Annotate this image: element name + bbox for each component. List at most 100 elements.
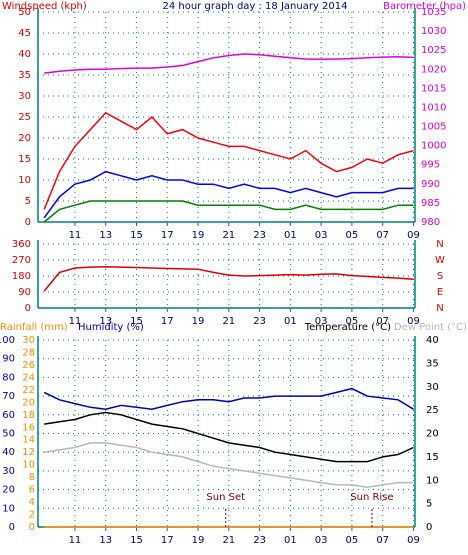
x-tick-label: 03 xyxy=(315,316,328,327)
series-line xyxy=(43,266,414,292)
y2-tick-label: 985 xyxy=(421,198,440,209)
y-tick-label: 10 xyxy=(18,175,31,186)
x-tick-label: 01 xyxy=(284,535,297,546)
y3-tick-label: 26 xyxy=(22,360,35,371)
y-tick-label: 270 xyxy=(12,255,31,266)
y2-tick-label: E xyxy=(437,287,443,298)
y3-tick-label: 12 xyxy=(22,447,35,458)
x-tick-label: 09 xyxy=(407,535,420,546)
x-tick-label: 13 xyxy=(99,535,112,546)
x-tick-label: 05 xyxy=(346,230,359,241)
x-tick-label: 11 xyxy=(69,230,82,241)
y2-tick-label: 1015 xyxy=(421,83,446,94)
y2-tick-label: W xyxy=(435,255,445,266)
y-tick-label: 5 xyxy=(25,196,31,207)
y2-tick-label: 20 xyxy=(426,429,439,440)
y2-tick-label: 1000 xyxy=(421,141,446,152)
y3-tick-label: 24 xyxy=(22,372,35,383)
y3-tick-label: 8 xyxy=(29,472,35,483)
x-tick-label: 17 xyxy=(161,230,174,241)
y-tick-label: 100 xyxy=(0,335,15,346)
x-tick-label: 17 xyxy=(161,535,174,546)
x-tick-label: 15 xyxy=(130,230,143,241)
series-line xyxy=(44,442,414,489)
y-tick-label: 40 xyxy=(2,447,15,458)
y2-tick-label: 10 xyxy=(426,475,439,486)
barometer-axis-label: Barometer (hpa) xyxy=(383,1,466,12)
y2-tick-label: 5 xyxy=(426,499,432,510)
y2-tick-label: 30 xyxy=(426,382,439,393)
y3-tick-label: 14 xyxy=(22,435,35,446)
y-tick-label: 20 xyxy=(2,485,15,496)
y-tick-label: 35 xyxy=(18,70,31,81)
y2-tick-label: N xyxy=(436,303,443,314)
y3-tick-label: 10 xyxy=(22,460,35,471)
x-tick-label: 13 xyxy=(99,230,112,241)
series-line xyxy=(43,387,414,410)
y2-tick-label: N xyxy=(436,239,443,250)
x-tick-label: 23 xyxy=(253,316,266,327)
x-tick-label: 07 xyxy=(376,535,389,546)
temperature-label: Temperature (°C) xyxy=(304,322,391,333)
y2-tick-label: 0 xyxy=(426,522,432,533)
x-tick-label: 17 xyxy=(161,316,174,327)
y-tick-label: 25 xyxy=(18,112,31,123)
x-tick-label: 21 xyxy=(222,316,235,327)
x-tick-label: 19 xyxy=(192,535,205,546)
x-tick-label: 21 xyxy=(222,230,235,241)
y2-tick-label: 15 xyxy=(426,452,439,463)
wind-axis-label: Windspeed (kph) xyxy=(2,1,87,12)
y2-tick-label: 1010 xyxy=(421,102,446,113)
y-tick-label: 50 xyxy=(18,7,31,18)
x-tick-label: 09 xyxy=(407,230,420,241)
y-tick-label: 30 xyxy=(18,91,31,102)
y-tick-label: 70 xyxy=(2,391,15,402)
y-tick-label: 60 xyxy=(2,410,15,421)
y-tick-label: 30 xyxy=(2,466,15,477)
series-line xyxy=(43,200,414,223)
y-tick-label: 0 xyxy=(25,217,31,228)
y2-tick-label: 980 xyxy=(421,217,440,228)
y-tick-label: 15 xyxy=(18,154,31,165)
series-line xyxy=(43,170,414,219)
y2-tick-label: 1035 xyxy=(421,7,446,18)
annotation: Sun Rise xyxy=(350,492,393,503)
y2-tick-label: S xyxy=(437,271,443,282)
x-tick-label: 21 xyxy=(222,535,235,546)
y-tick-label: 90 xyxy=(18,287,31,298)
y-tick-label: 45 xyxy=(18,28,31,39)
annotation: Sun Set xyxy=(206,492,245,503)
x-tick-label: 23 xyxy=(253,535,266,546)
x-tick-label: 19 xyxy=(192,316,205,327)
x-tick-label: 09 xyxy=(407,316,420,327)
series-line xyxy=(44,411,414,463)
x-tick-label: 07 xyxy=(376,230,389,241)
y2-tick-label: 990 xyxy=(421,179,440,190)
y-tick-label: 0 xyxy=(25,303,31,314)
x-tick-label: 19 xyxy=(192,230,205,241)
x-tick-label: 01 xyxy=(284,316,297,327)
y-tick-label: 180 xyxy=(12,271,31,282)
x-tick-label: 03 xyxy=(315,535,328,546)
y3-tick-label: 6 xyxy=(29,485,35,496)
y3-tick-label: 0 xyxy=(29,522,35,533)
y-tick-label: 90 xyxy=(2,354,15,365)
y2-tick-label: 1030 xyxy=(421,26,446,37)
x-tick-label: 03 xyxy=(315,230,328,241)
x-tick-label: 05 xyxy=(346,316,359,327)
x-tick-label: 07 xyxy=(376,316,389,327)
y-tick-label: 360 xyxy=(12,239,31,250)
x-tick-label: 15 xyxy=(130,535,143,546)
y-tick-label: 80 xyxy=(2,372,15,383)
y-tick-label: 40 xyxy=(18,49,31,60)
y3-tick-label: 30 xyxy=(22,335,35,346)
y3-tick-label: 16 xyxy=(22,422,35,433)
y3-tick-label: 22 xyxy=(22,385,35,396)
y3-tick-label: 18 xyxy=(22,410,35,421)
y2-tick-label: 1020 xyxy=(421,64,446,75)
x-tick-label: 05 xyxy=(346,535,359,546)
y2-tick-label: 35 xyxy=(426,358,439,369)
y3-tick-label: 4 xyxy=(29,497,35,508)
y-tick-label: 0 xyxy=(9,522,15,533)
